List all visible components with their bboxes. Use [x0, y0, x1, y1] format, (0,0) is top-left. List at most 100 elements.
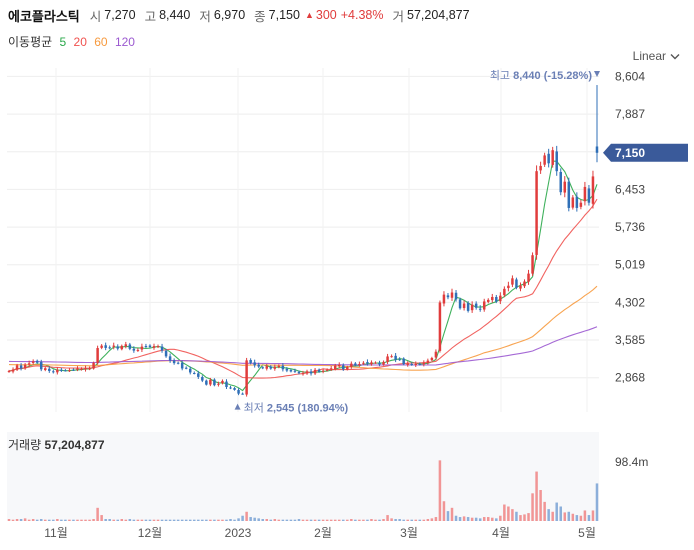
volume-bar — [201, 519, 204, 521]
volume-bar — [88, 519, 91, 521]
candle-body — [293, 370, 297, 372]
volume-bar — [487, 517, 490, 521]
ma-60-line — [8, 285, 598, 371]
candle-body — [19, 365, 23, 369]
candle-body — [188, 368, 192, 373]
candle-body — [515, 279, 518, 288]
volume-bar — [156, 519, 160, 521]
volume-panel-value: 57,204,877 — [44, 438, 105, 452]
ma-legend-label: 이동평균 — [8, 35, 53, 49]
volume-bar — [297, 519, 301, 521]
candle-body — [160, 346, 164, 351]
volume-value: 57,204,877 — [407, 8, 470, 22]
volume-bar — [454, 515, 458, 521]
volume-bar — [172, 519, 176, 521]
volume-bar — [237, 518, 240, 521]
candle-body — [370, 362, 373, 365]
volume-bar — [281, 519, 285, 521]
candle-body — [168, 356, 172, 361]
quote-header: 에코플라스틱 시 7,270 고 8,440 저 6,970 종 7,150 ▲… — [8, 5, 479, 25]
candle-body — [11, 369, 15, 372]
open-value: 7,270 — [104, 8, 136, 22]
volume-bar — [128, 519, 132, 521]
candle-body — [591, 176, 595, 204]
volume-bar — [116, 519, 119, 521]
volume-bar — [293, 519, 297, 521]
candle-body — [430, 358, 434, 361]
volume-bar — [591, 510, 595, 521]
candle-body — [197, 373, 200, 377]
volume-bar — [567, 511, 571, 521]
volume-bar — [305, 519, 309, 521]
volume-bar — [168, 519, 172, 521]
candle-body — [205, 380, 208, 385]
high-annotation-label: 최고 — [490, 69, 513, 82]
volume-bar — [398, 519, 401, 521]
open-label: 시 — [89, 9, 102, 24]
volume-bar — [7, 519, 11, 521]
candle-body — [92, 362, 95, 369]
candle-body — [426, 360, 430, 363]
y-tick-label: 3,585 — [615, 333, 645, 347]
volume-bar — [241, 515, 244, 521]
candle-body — [68, 370, 71, 372]
volume-bar — [229, 519, 232, 521]
candle-body — [120, 345, 124, 350]
candle-body — [289, 370, 293, 372]
candle-body — [144, 346, 148, 348]
candle-body — [551, 150, 554, 165]
volume-bar — [462, 516, 466, 521]
volume-bar — [523, 514, 526, 521]
candle-body — [176, 362, 180, 364]
candle-body — [454, 292, 458, 300]
candle-body — [229, 387, 232, 389]
volume-bar — [406, 519, 409, 521]
volume-panel-title: 거래량 57,204,877 — [8, 436, 105, 453]
candle-body — [64, 370, 67, 372]
candle-body — [495, 296, 498, 302]
candle-body — [547, 153, 550, 164]
candle-body — [225, 381, 228, 388]
ma-legend[interactable]: 이동평균 5 20 60 120 — [8, 33, 139, 50]
candle-body — [466, 303, 470, 311]
volume-bar — [289, 519, 293, 521]
candle-body — [519, 285, 522, 289]
annotations: 7,150 최고 8,440 (-15.28%) 최저 2,545 (180.94%… — [234, 69, 688, 415]
volume-bar — [378, 519, 381, 521]
candle-body — [354, 363, 357, 366]
candle-body — [7, 371, 11, 373]
high-marker-icon — [594, 71, 600, 78]
volume-bar — [120, 519, 124, 521]
volume-bar — [205, 519, 208, 521]
volume-bar — [84, 519, 87, 521]
volume-bar — [515, 511, 518, 521]
candle-body — [253, 362, 256, 366]
volume-bar — [346, 519, 349, 521]
candle-body — [112, 345, 115, 347]
x-tick-label: 4월 — [492, 526, 510, 540]
volume-bar — [551, 511, 554, 521]
candle-body — [132, 348, 136, 351]
volume-bar — [466, 517, 470, 521]
volume-bar — [257, 518, 260, 521]
candle-body — [269, 366, 273, 369]
close-label: 종 — [254, 9, 266, 24]
volume-bar — [543, 501, 546, 521]
candle-body — [281, 365, 285, 370]
volume-bar — [301, 519, 305, 521]
candle-body — [406, 363, 409, 365]
candle-body — [446, 295, 450, 298]
scale-selector[interactable]: Linear — [633, 49, 680, 63]
volume-bar — [92, 519, 95, 521]
volume-bar — [31, 519, 35, 521]
candle-body — [543, 155, 546, 165]
high-value: 8,440 — [159, 8, 191, 22]
candle-body — [482, 301, 486, 310]
volume-bar — [176, 519, 180, 521]
volume-bar — [261, 519, 264, 521]
candle-body — [313, 369, 317, 374]
volume-bar — [426, 519, 430, 521]
candle-body — [217, 383, 220, 385]
candle-body — [487, 299, 490, 302]
